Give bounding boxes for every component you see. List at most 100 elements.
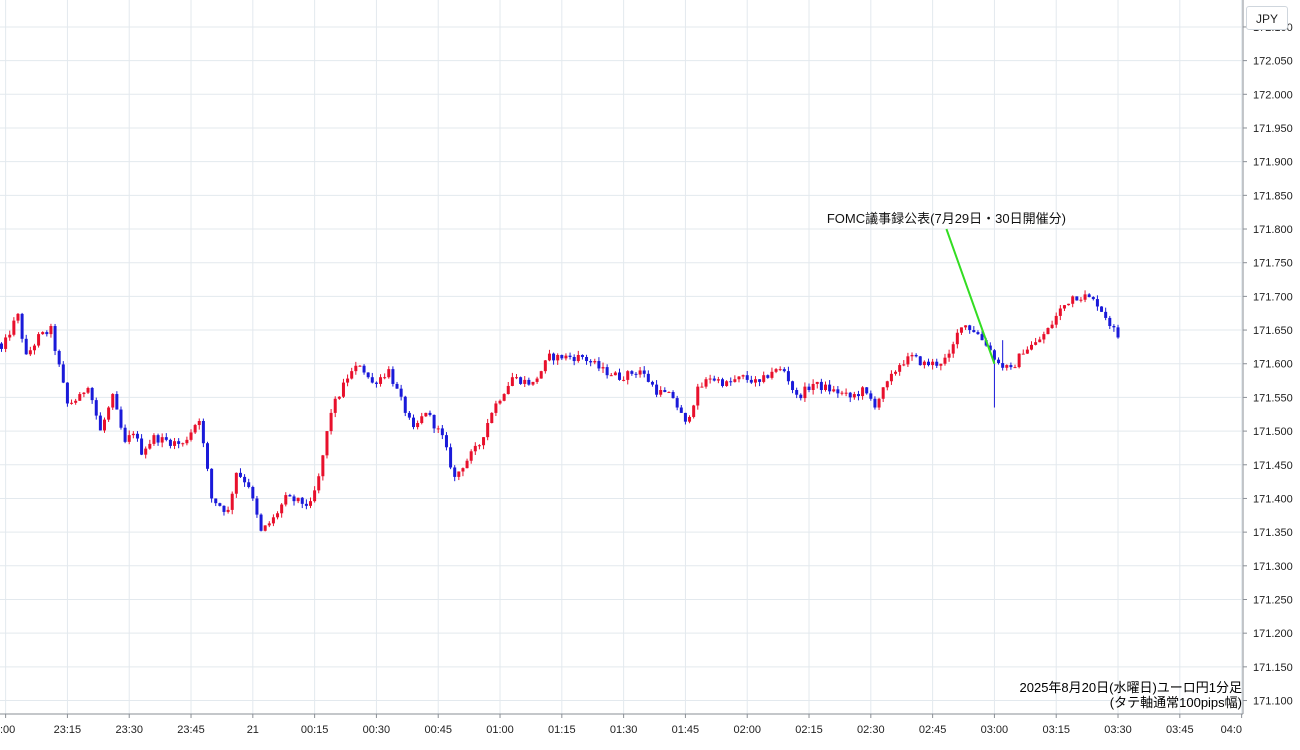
candle-body bbox=[782, 369, 786, 372]
candle-body bbox=[560, 354, 564, 359]
candle bbox=[1058, 304, 1062, 321]
y-tick-label: 171.950 bbox=[1253, 123, 1293, 135]
candle-body bbox=[935, 361, 939, 366]
candle-body bbox=[127, 435, 131, 442]
candle-body bbox=[663, 390, 667, 393]
candle bbox=[815, 381, 819, 389]
candle bbox=[135, 431, 139, 442]
candle-body bbox=[304, 503, 308, 506]
candle bbox=[1108, 315, 1112, 330]
candle-body bbox=[28, 350, 32, 355]
candle-body bbox=[148, 443, 152, 449]
candle-body bbox=[840, 392, 844, 394]
candle bbox=[659, 386, 663, 397]
candle-body bbox=[420, 416, 424, 424]
candle bbox=[650, 380, 654, 387]
candle bbox=[902, 360, 906, 367]
x-tick-label: 01:00 bbox=[486, 724, 514, 736]
candle-body bbox=[951, 344, 955, 354]
candle bbox=[115, 391, 119, 410]
candle-body bbox=[564, 355, 568, 359]
candle bbox=[642, 366, 646, 378]
candle bbox=[881, 387, 885, 403]
candle bbox=[531, 381, 535, 386]
candle bbox=[65, 382, 69, 407]
candle-body bbox=[502, 394, 506, 401]
chart-caption: 2025年8月20日(水曜日)ユーロ円1分足 (タテ軸通常100pips幅) bbox=[1020, 680, 1243, 710]
candle-body bbox=[383, 377, 387, 379]
candle bbox=[197, 418, 201, 430]
candle-body bbox=[914, 354, 918, 357]
candle-body bbox=[16, 313, 20, 321]
candle bbox=[840, 390, 844, 396]
candle bbox=[350, 367, 354, 380]
candle bbox=[766, 374, 770, 379]
candle bbox=[972, 326, 976, 333]
candle bbox=[931, 358, 935, 370]
candle-body bbox=[1104, 311, 1108, 318]
candle-body bbox=[1116, 327, 1120, 338]
candle-body bbox=[70, 402, 74, 404]
candle-body bbox=[238, 472, 242, 477]
candle-body bbox=[276, 513, 280, 518]
candle-body bbox=[255, 498, 259, 515]
candle bbox=[247, 478, 251, 489]
candle bbox=[399, 384, 403, 401]
candle-body bbox=[671, 392, 675, 399]
candle bbox=[325, 430, 329, 459]
candle-body bbox=[605, 367, 609, 376]
candle bbox=[832, 385, 836, 393]
candle bbox=[1042, 331, 1046, 344]
candle bbox=[745, 370, 749, 383]
candle-body bbox=[613, 372, 617, 376]
candle-body bbox=[1005, 365, 1009, 368]
candle bbox=[383, 373, 387, 380]
candle bbox=[844, 388, 848, 397]
candle-body bbox=[210, 468, 214, 499]
candle-body bbox=[440, 428, 444, 436]
candle bbox=[869, 390, 873, 401]
x-tick-label: 23:45 bbox=[177, 724, 205, 736]
candle bbox=[935, 358, 939, 369]
candle bbox=[601, 362, 605, 373]
candle bbox=[424, 412, 428, 418]
candle bbox=[523, 376, 527, 388]
candle bbox=[708, 374, 712, 384]
candle bbox=[1013, 364, 1017, 369]
candle-body bbox=[931, 361, 935, 366]
candle bbox=[127, 430, 131, 445]
candle-body bbox=[721, 379, 724, 386]
candle-body bbox=[766, 375, 770, 378]
candle-body bbox=[428, 412, 432, 415]
candle bbox=[547, 349, 551, 362]
candle bbox=[284, 492, 288, 507]
candle-body bbox=[869, 393, 873, 399]
candle-body bbox=[98, 415, 102, 431]
candle-body bbox=[976, 332, 980, 335]
candle-body bbox=[861, 387, 865, 397]
candle-body bbox=[638, 370, 642, 375]
candle-body bbox=[374, 382, 378, 384]
candle bbox=[428, 410, 432, 417]
time-axis[interactable]: :00 23:15 23:30 23:45 21 00:15 00:30 00:45 01:00… bbox=[0, 714, 1243, 736]
candle bbox=[494, 400, 498, 417]
currency-button[interactable]: JPY bbox=[1246, 6, 1288, 30]
candle-body bbox=[494, 403, 498, 413]
annotation-pointer-line bbox=[945, 228, 996, 365]
candle-body bbox=[432, 414, 436, 429]
candle-body bbox=[729, 381, 733, 383]
candle bbox=[329, 409, 333, 435]
candle-body bbox=[366, 372, 370, 378]
candle bbox=[510, 372, 514, 387]
candle-body bbox=[20, 313, 24, 339]
candle bbox=[700, 382, 704, 388]
candle-body bbox=[288, 495, 292, 497]
candle bbox=[964, 325, 968, 330]
candle-body bbox=[737, 376, 741, 380]
y-tick-label: 171.650 bbox=[1253, 325, 1293, 337]
candle-body bbox=[918, 356, 922, 366]
candle-body bbox=[1067, 303, 1071, 306]
candle-body bbox=[786, 371, 790, 382]
candle bbox=[704, 377, 708, 389]
candle-body bbox=[354, 365, 358, 372]
